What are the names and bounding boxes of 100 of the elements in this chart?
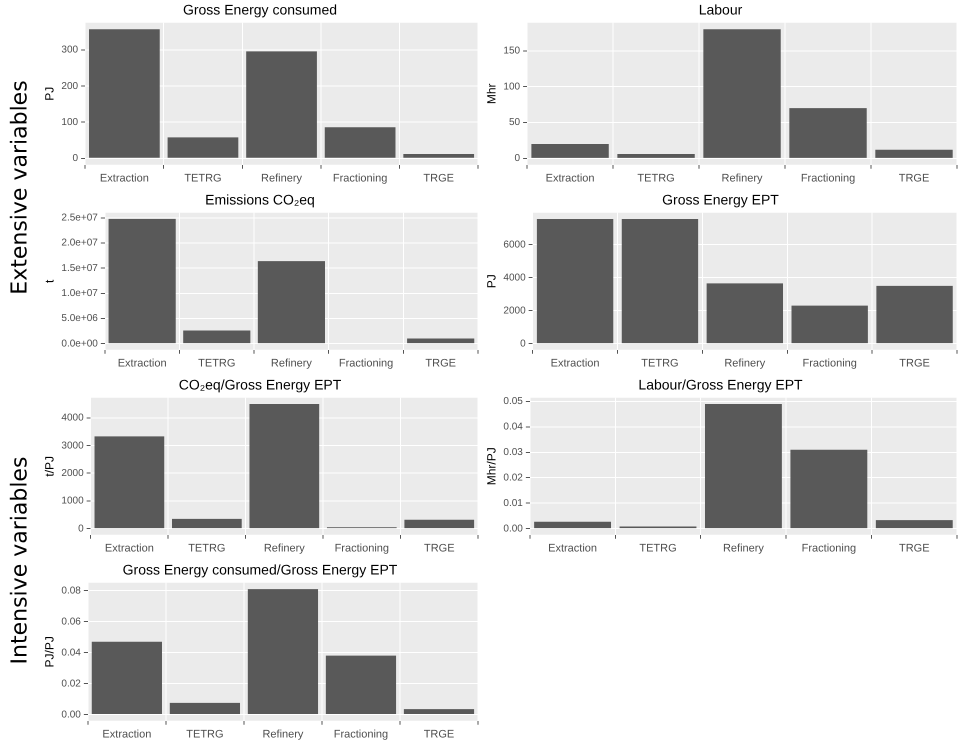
bar: [248, 589, 318, 714]
chart-title: Labour: [698, 1, 743, 18]
y-axis-title: t: [42, 278, 57, 283]
x-tick-label: Refinery: [722, 172, 764, 184]
x-tick-label: Fractioning: [332, 172, 388, 184]
y-tick-label: 4000: [503, 272, 526, 284]
bar: [404, 520, 474, 528]
bar: [876, 286, 953, 344]
y-axis-title: t/PJ: [42, 456, 57, 477]
chart-title: Labour/Gross Energy EPT: [638, 376, 804, 392]
text: Extensive variables: [8, 80, 32, 295]
x-tick-label: TRGE: [899, 542, 930, 554]
bar: [876, 520, 953, 528]
y-tick-label: 300: [61, 44, 79, 56]
y-tick-label: 5.0e+06: [61, 313, 98, 324]
y-tick-label: 150: [503, 46, 521, 57]
y-tick-label: 0.0e+00: [61, 338, 98, 350]
y-tick-label: 1000: [61, 496, 84, 507]
x-tick-label: Refinery: [262, 728, 304, 740]
bar: [703, 29, 781, 158]
y-tick-label: 0: [72, 153, 79, 164]
x-tick-label: Refinery: [724, 357, 766, 370]
x-tick-label: Extraction: [550, 357, 600, 370]
bar: [326, 656, 396, 714]
bar: [407, 338, 474, 344]
bar: [246, 51, 317, 158]
y-tick-label: 0: [520, 338, 526, 350]
y-tick-label: 50: [508, 117, 521, 128]
bar: [789, 108, 867, 158]
x-tick-label: Extraction: [546, 172, 595, 184]
y-tick-label: 200: [61, 80, 79, 92]
y-tick-label: 1.5e+07: [61, 262, 98, 274]
y-tick-label: 0: [514, 153, 521, 164]
bar: [249, 404, 320, 528]
bar: [706, 283, 784, 344]
chart-title: Gross Energy EPT: [662, 191, 780, 208]
bar: [617, 154, 695, 158]
x-tick-label: TETRG: [198, 357, 236, 370]
x-tick-label: TETRG: [186, 728, 224, 740]
y-tick-label: 0.02: [503, 472, 524, 484]
bar: [536, 219, 614, 344]
bar: [403, 154, 474, 158]
y-tick-label: 6000: [503, 239, 526, 250]
y-tick-label: 1.0e+07: [61, 288, 98, 300]
y-tick-label: 0.08: [61, 585, 82, 596]
chart-title: CO₂eq/Gross Energy EPT: [178, 376, 342, 392]
x-tick-label: Refinery: [270, 357, 312, 370]
x-tick-label: TRGE: [423, 172, 454, 184]
y-tick-label: 2000: [503, 305, 526, 316]
bar: [183, 330, 250, 344]
bar: [94, 436, 164, 528]
bar: [108, 218, 176, 344]
x-tick-label: TETRG: [639, 542, 677, 554]
x-tick-label: Fractioning: [334, 728, 388, 740]
x-tick-label: Fractioning: [802, 357, 857, 370]
bar: [170, 702, 240, 714]
y-tick-label: 0.03: [503, 447, 524, 458]
y-tick-label: 0.02: [61, 678, 82, 690]
bar: [404, 709, 474, 714]
x-tick-label: TRGE: [898, 172, 930, 184]
bar: [790, 450, 868, 528]
y-axis-title: PJ: [484, 274, 499, 288]
y-axis-title: PJ: [42, 86, 57, 101]
x-tick-label: Fractioning: [802, 542, 856, 554]
y-tick-label: 0.04: [503, 422, 524, 433]
chart-title: Gross Energy consumed/Gross Energy EPT: [122, 561, 398, 578]
y-tick-label: 100: [503, 81, 521, 92]
y-tick-label: 2000: [61, 468, 84, 479]
x-tick-label: TRGE: [425, 357, 456, 370]
bar: [168, 137, 238, 158]
bar: [792, 306, 868, 344]
bar: [92, 642, 162, 714]
y-tick-label: 0.00: [61, 709, 82, 720]
chart-title: Gross Energy consumed: [182, 1, 338, 18]
y-axis-title: Mhr: [484, 83, 499, 104]
x-tick-label: TRGE: [424, 542, 455, 554]
bar: [531, 144, 609, 158]
x-tick-label: TRGE: [899, 357, 930, 370]
bar: [875, 150, 953, 158]
x-tick-label: Extraction: [100, 172, 149, 184]
bar: [622, 219, 698, 344]
bar: [704, 404, 782, 528]
bar: [534, 522, 612, 528]
y-tick-label: 2.0e+07: [61, 238, 98, 249]
bar: [172, 518, 242, 528]
y-axis-title: PJ/PJ: [42, 636, 57, 668]
x-tick-label: TETRG: [637, 172, 675, 184]
bar: [89, 29, 160, 158]
y-tick-label: 0.01: [503, 498, 524, 509]
y-tick-label: 0.04: [61, 647, 82, 658]
x-tick-label: Fractioning: [800, 172, 856, 184]
chart-title: Emissions CO₂eq: [205, 191, 315, 208]
y-tick-label: 3000: [61, 440, 84, 452]
bar: [258, 261, 325, 344]
x-tick-label: Fractioning: [334, 542, 390, 554]
y-axis-title: Mhr/PJ: [484, 447, 499, 486]
x-tick-label: TRGE: [424, 728, 454, 740]
x-tick-label: TETRG: [641, 357, 679, 370]
y-tick-label: 0.00: [503, 523, 524, 534]
y-tick-label: 2.5e+07: [61, 212, 98, 224]
